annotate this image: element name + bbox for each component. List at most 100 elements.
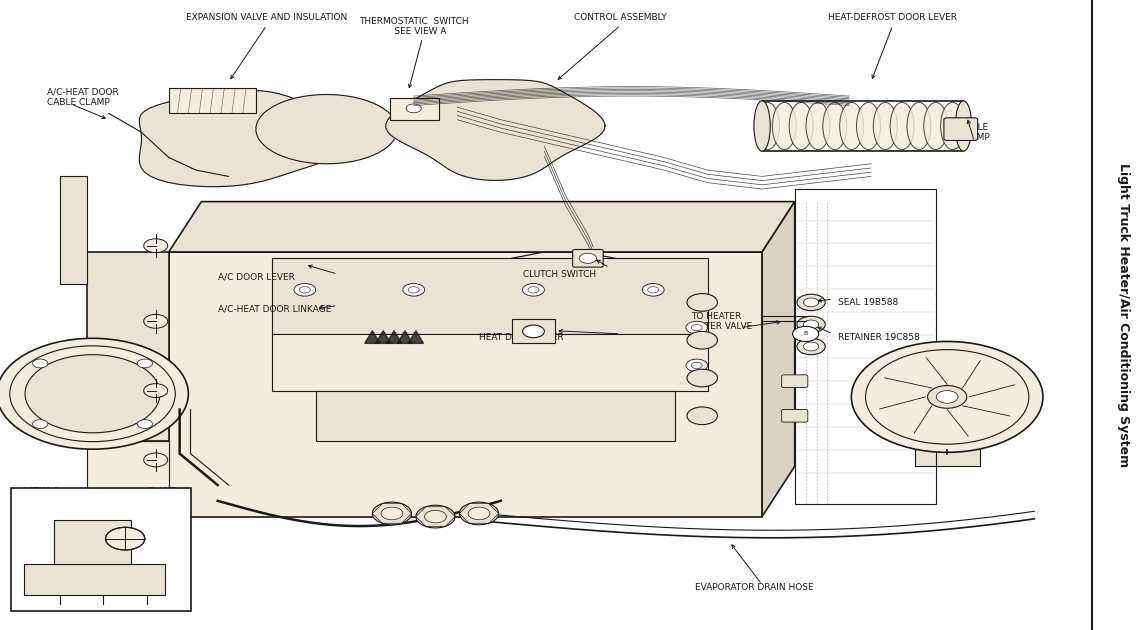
FancyBboxPatch shape [11,488,190,611]
Text: FORDIFICATION.COM: FORDIFICATION.COM [171,264,526,366]
Text: CLUTCH SWITCH: CLUTCH SWITCH [523,270,596,278]
Polygon shape [60,176,87,284]
Polygon shape [87,441,168,517]
FancyBboxPatch shape [390,98,439,120]
Ellipse shape [890,102,915,150]
Circle shape [380,507,403,520]
Polygon shape [87,252,168,441]
Text: CABLE: CABLE [24,585,53,593]
Circle shape [143,239,167,253]
Circle shape [469,507,490,520]
Circle shape [25,355,160,433]
Ellipse shape [956,101,972,151]
Circle shape [523,325,544,338]
Ellipse shape [840,102,864,150]
Text: A/C DOOR LEVER: A/C DOOR LEVER [218,273,295,282]
FancyBboxPatch shape [168,88,256,113]
Circle shape [803,342,818,351]
Polygon shape [364,331,380,343]
Circle shape [138,420,152,428]
Circle shape [936,391,958,403]
Circle shape [424,510,447,523]
Circle shape [460,502,499,525]
Text: EVAPORATOR DRAIN HOSE: EVAPORATOR DRAIN HOSE [694,583,814,592]
Polygon shape [408,331,424,343]
Ellipse shape [941,102,965,150]
Ellipse shape [906,102,931,150]
Circle shape [686,369,717,387]
Circle shape [105,527,144,550]
Text: HEAT DOOR LEVER: HEAT DOOR LEVER [479,333,564,341]
FancyBboxPatch shape [55,520,131,564]
Circle shape [143,384,167,398]
Circle shape [143,453,167,467]
Text: RETAINER 19C858: RETAINER 19C858 [839,333,920,341]
Circle shape [796,316,825,333]
Circle shape [32,420,48,428]
Polygon shape [762,202,795,517]
Circle shape [803,320,818,329]
Circle shape [138,359,152,368]
Text: CONTROL ASSEMBLY: CONTROL ASSEMBLY [574,13,667,22]
FancyBboxPatch shape [944,118,978,140]
Ellipse shape [790,102,814,150]
Circle shape [416,505,455,528]
Polygon shape [168,202,795,252]
Polygon shape [273,258,708,334]
Text: A/C-HEAT DOOR LINKAGE: A/C-HEAT DOOR LINKAGE [218,304,331,313]
Polygon shape [386,79,605,180]
FancyBboxPatch shape [782,410,808,422]
Circle shape [32,359,48,368]
Text: TO HEATER
WATER VALVE: TO HEATER WATER VALVE [691,312,753,331]
Ellipse shape [755,102,779,150]
Polygon shape [386,331,402,343]
Ellipse shape [856,102,880,150]
Polygon shape [256,94,398,164]
Circle shape [143,314,167,328]
Circle shape [406,104,422,113]
FancyBboxPatch shape [573,249,603,267]
Circle shape [796,294,825,311]
Circle shape [523,284,544,296]
FancyBboxPatch shape [511,319,556,343]
Polygon shape [168,252,762,517]
Polygon shape [316,391,675,441]
Circle shape [927,386,967,408]
Ellipse shape [924,102,948,150]
Text: CLAMP: CLAMP [147,487,178,496]
Text: FORD F SERIES
PICKUP TRUCKS: FORD F SERIES PICKUP TRUCKS [266,336,496,433]
Text: B: B [803,331,808,336]
Text: A/C-HEAT DOOR
CABLE CLAMP: A/C-HEAT DOOR CABLE CLAMP [47,88,118,107]
Circle shape [686,331,717,349]
Polygon shape [273,334,708,391]
Ellipse shape [754,101,770,151]
Circle shape [803,298,818,307]
FancyBboxPatch shape [24,564,165,595]
Ellipse shape [772,102,796,150]
Ellipse shape [873,102,897,150]
Text: HEAT-DEFROST DOOR LEVER: HEAT-DEFROST DOOR LEVER [829,13,957,22]
Polygon shape [398,331,413,343]
Text: Light Truck Heater/Air Conditioning System: Light Truck Heater/Air Conditioning Syst… [1116,163,1130,467]
Circle shape [685,359,707,372]
Circle shape [403,284,425,296]
Text: EXPANSION VALVE AND INSULATION: EXPANSION VALVE AND INSULATION [186,13,347,22]
Polygon shape [376,331,391,343]
Text: SEAL 19B588: SEAL 19B588 [839,298,898,307]
Circle shape [796,338,825,355]
Polygon shape [140,91,359,186]
Circle shape [372,502,411,525]
Circle shape [579,253,597,263]
Text: CABLE
CLAMP: CABLE CLAMP [959,123,990,142]
FancyBboxPatch shape [915,441,980,466]
Circle shape [851,341,1043,452]
Text: THERMOSTATIC  SWITCH
     SEE VIEW A: THERMOSTATIC SWITCH SEE VIEW A [359,17,469,36]
Text: VIEW-A: VIEW-A [24,487,61,496]
Circle shape [643,284,665,296]
FancyBboxPatch shape [782,375,808,387]
Ellipse shape [806,102,830,150]
Circle shape [0,338,188,449]
Circle shape [685,321,707,334]
Circle shape [295,284,316,296]
Ellipse shape [823,102,847,150]
